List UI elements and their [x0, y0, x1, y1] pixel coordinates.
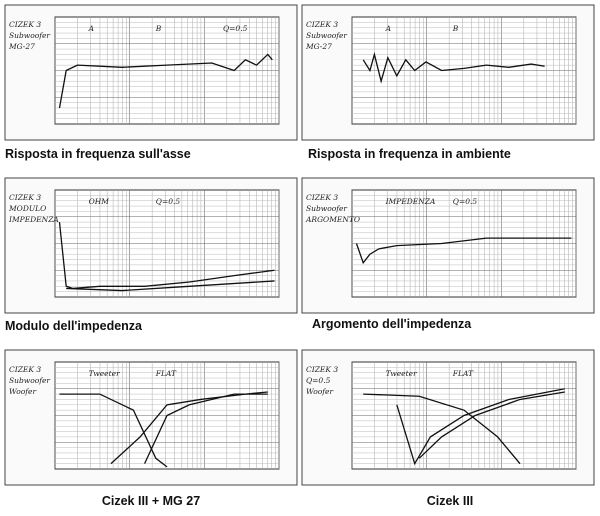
response-curve — [58, 222, 275, 290]
handwritten-label: Q=0.5 — [306, 376, 331, 385]
handwritten-label: FLAT — [452, 369, 474, 378]
handwritten-label: Woofer — [306, 387, 333, 396]
handwritten-label: Q=0.5 — [156, 197, 181, 206]
response-curve — [144, 393, 268, 464]
handwritten-label: FLAT — [155, 369, 177, 378]
response-curve — [59, 393, 168, 468]
handwritten-label: IMPEDENZA — [8, 215, 59, 224]
caption: Argomento dell'impedenza — [312, 317, 472, 331]
handwritten-label: MODULO — [8, 204, 46, 213]
handwritten-label: ARGOMENTO — [305, 215, 360, 224]
chart-panel: CIZEK 3 MODULO IMPEDENZA OHM Q=0.5 Modulo del… — [4, 177, 298, 333]
handwritten-label: Subwoofer — [9, 376, 50, 385]
handwritten-label: Subwoofer — [306, 204, 347, 213]
handwritten-label: Q=0.5 — [453, 197, 478, 206]
handwritten-label: B — [155, 24, 162, 33]
response-curve — [66, 280, 275, 292]
handwritten-label: A — [88, 24, 95, 33]
caption: Modulo dell'impedenza — [5, 319, 143, 333]
handwritten-label: Q=0.5 — [223, 24, 248, 33]
chart-panel: CIZEK 3 Subwoofer Woofer Tweeter FLAT Cizek I… — [4, 349, 298, 508]
caption: Risposta in frequenza sull'asse — [5, 147, 191, 161]
handwritten-label: Tweeter — [89, 369, 120, 378]
handwritten-label: A — [385, 24, 392, 33]
chart-panel: CIZEK 3 Subwoofer MG-27 A B Risposta in frequ… — [301, 4, 595, 161]
response-curve — [363, 393, 521, 465]
response-curve — [58, 53, 273, 109]
response-curve — [362, 51, 545, 84]
handwritten-label: CIZEK 3 — [9, 365, 41, 374]
caption: Risposta in frequenza in ambiente — [308, 147, 511, 161]
handwritten-label: Subwoofer — [9, 31, 50, 40]
chart-panel: CIZEK 3 Q=0.5 Woofer Tweeter FLAT Cizek III — [301, 349, 595, 508]
chart-panel: CIZEK 3 Subwoofer MG-27 A B Q=0.5 Risposta in … — [4, 4, 298, 161]
handwritten-label: CIZEK 3 — [306, 20, 338, 29]
response-curve — [396, 388, 565, 466]
handwritten-label: MG-27 — [8, 42, 35, 51]
handwritten-label: MG-27 — [305, 42, 332, 51]
handwritten-label: IMPEDENZA — [385, 197, 436, 206]
handwritten-label: Subwoofer — [306, 31, 347, 40]
handwritten-label: B — [452, 24, 459, 33]
handwritten-label: CIZEK 3 — [306, 193, 338, 202]
handwritten-label: CIZEK 3 — [9, 193, 41, 202]
caption: Cizek III + MG 27 — [102, 494, 200, 508]
response-curve — [355, 237, 572, 265]
handwritten-label: Tweeter — [386, 369, 417, 378]
caption: Cizek III — [427, 494, 474, 508]
handwritten-label: CIZEK 3 — [9, 20, 41, 29]
handwritten-label: Woofer — [9, 387, 36, 396]
handwritten-label: OHM — [89, 197, 110, 206]
handwritten-label: CIZEK 3 — [306, 365, 338, 374]
chart-panel: CIZEK 3 Subwoofer ARGOMENTO IMPEDENZA Q=0.5 A… — [301, 177, 595, 331]
response-curve — [418, 391, 565, 459]
